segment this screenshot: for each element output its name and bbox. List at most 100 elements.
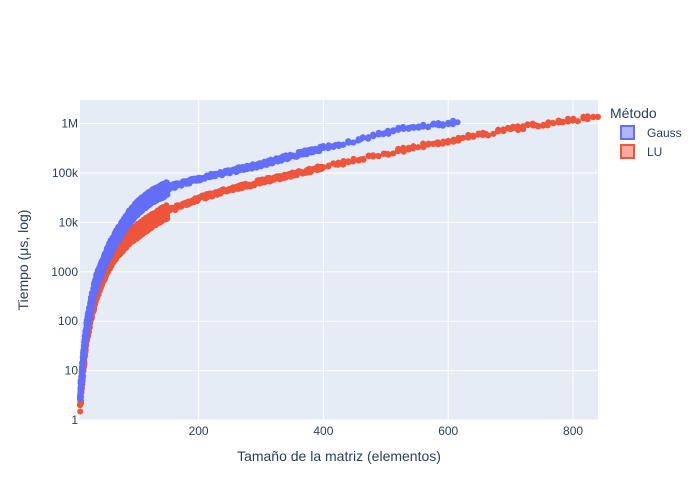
data-point bbox=[332, 141, 339, 148]
data-point bbox=[375, 152, 381, 159]
data-point bbox=[307, 147, 314, 154]
data-series bbox=[77, 113, 601, 415]
legend-swatch-lu bbox=[620, 144, 635, 159]
legend-title: Método bbox=[610, 105, 657, 121]
data-point bbox=[295, 170, 302, 176]
data-point bbox=[549, 119, 556, 126]
data-point bbox=[332, 161, 339, 168]
data-point bbox=[111, 237, 118, 244]
data-point bbox=[170, 205, 177, 212]
data-point bbox=[245, 164, 252, 171]
data-point bbox=[582, 115, 589, 122]
data-point bbox=[382, 129, 389, 136]
data-point bbox=[208, 172, 215, 179]
data-point bbox=[123, 218, 130, 225]
data-point bbox=[195, 195, 202, 202]
data-point bbox=[151, 191, 158, 198]
data-point bbox=[195, 175, 202, 182]
data-point bbox=[524, 122, 531, 129]
x-tick-label: 800 bbox=[563, 424, 583, 438]
data-point bbox=[220, 170, 227, 176]
data-point bbox=[108, 243, 115, 250]
x-tick-label: 400 bbox=[313, 424, 333, 438]
data-point bbox=[245, 181, 252, 188]
data-point bbox=[415, 123, 422, 130]
data-point bbox=[233, 184, 239, 191]
data-point bbox=[432, 121, 439, 128]
data-point bbox=[270, 175, 277, 182]
data-point bbox=[545, 120, 552, 127]
data-point bbox=[445, 137, 452, 144]
y-tick-label: 1000 bbox=[51, 265, 78, 279]
data-point bbox=[258, 178, 264, 185]
data-point bbox=[574, 118, 581, 125]
data-point bbox=[105, 250, 112, 256]
data-point bbox=[77, 402, 83, 409]
x-axis-title: Tamaño de la matriz (elementos) bbox=[237, 448, 441, 464]
data-point bbox=[415, 144, 422, 151]
data-point bbox=[395, 126, 402, 133]
data-point bbox=[283, 172, 289, 179]
data-point bbox=[93, 279, 100, 286]
data-point bbox=[133, 229, 140, 235]
data-point bbox=[390, 150, 397, 157]
data-point bbox=[420, 122, 427, 129]
data-point bbox=[320, 164, 327, 171]
data-point bbox=[345, 158, 352, 165]
data-point bbox=[482, 130, 489, 137]
data-point bbox=[400, 126, 407, 132]
data-point bbox=[400, 144, 407, 151]
data-point bbox=[83, 329, 90, 336]
data-point bbox=[164, 185, 171, 192]
data-point bbox=[595, 114, 601, 120]
data-point bbox=[164, 208, 171, 215]
y-tick-label: 1 bbox=[71, 413, 78, 427]
data-point bbox=[570, 116, 576, 123]
data-point bbox=[454, 119, 461, 126]
data-point bbox=[425, 124, 432, 131]
data-point bbox=[340, 141, 347, 148]
data-point bbox=[117, 227, 124, 234]
data-point bbox=[258, 161, 264, 168]
data-point bbox=[82, 337, 88, 344]
data-point bbox=[114, 232, 121, 239]
data-point bbox=[233, 167, 239, 173]
data-point bbox=[390, 127, 397, 134]
data-point bbox=[445, 120, 452, 127]
data-point bbox=[350, 139, 357, 146]
data-point bbox=[208, 191, 215, 198]
data-point bbox=[439, 121, 446, 128]
data-point bbox=[590, 114, 597, 121]
data-point bbox=[457, 135, 464, 142]
data-point bbox=[357, 136, 364, 143]
data-point bbox=[139, 224, 146, 231]
y-tick-label: 10k bbox=[59, 215, 79, 229]
data-point bbox=[151, 215, 158, 222]
data-point bbox=[325, 142, 332, 149]
data-point bbox=[84, 320, 91, 327]
data-point bbox=[425, 141, 432, 148]
data-point bbox=[490, 130, 497, 137]
data-point bbox=[495, 128, 502, 135]
data-point bbox=[98, 264, 105, 271]
legend-item-lu[interactable]: LU bbox=[620, 144, 662, 159]
data-point bbox=[370, 133, 377, 139]
data-point bbox=[77, 408, 84, 415]
legend: Método Gauss LU bbox=[610, 105, 682, 159]
data-point bbox=[220, 188, 227, 195]
data-point bbox=[532, 122, 539, 129]
data-point bbox=[180, 201, 186, 208]
data-point bbox=[88, 301, 95, 308]
series-gauss bbox=[77, 117, 461, 402]
legend-item-gauss[interactable]: Gauss bbox=[620, 125, 682, 140]
data-point bbox=[158, 212, 165, 219]
x-tick-label: 200 bbox=[189, 424, 209, 438]
data-point bbox=[78, 378, 85, 385]
data-point bbox=[325, 162, 332, 169]
data-point bbox=[507, 126, 514, 133]
data-point bbox=[270, 158, 277, 164]
data-point bbox=[283, 154, 289, 161]
data-point bbox=[145, 219, 152, 226]
data-point bbox=[432, 140, 439, 147]
